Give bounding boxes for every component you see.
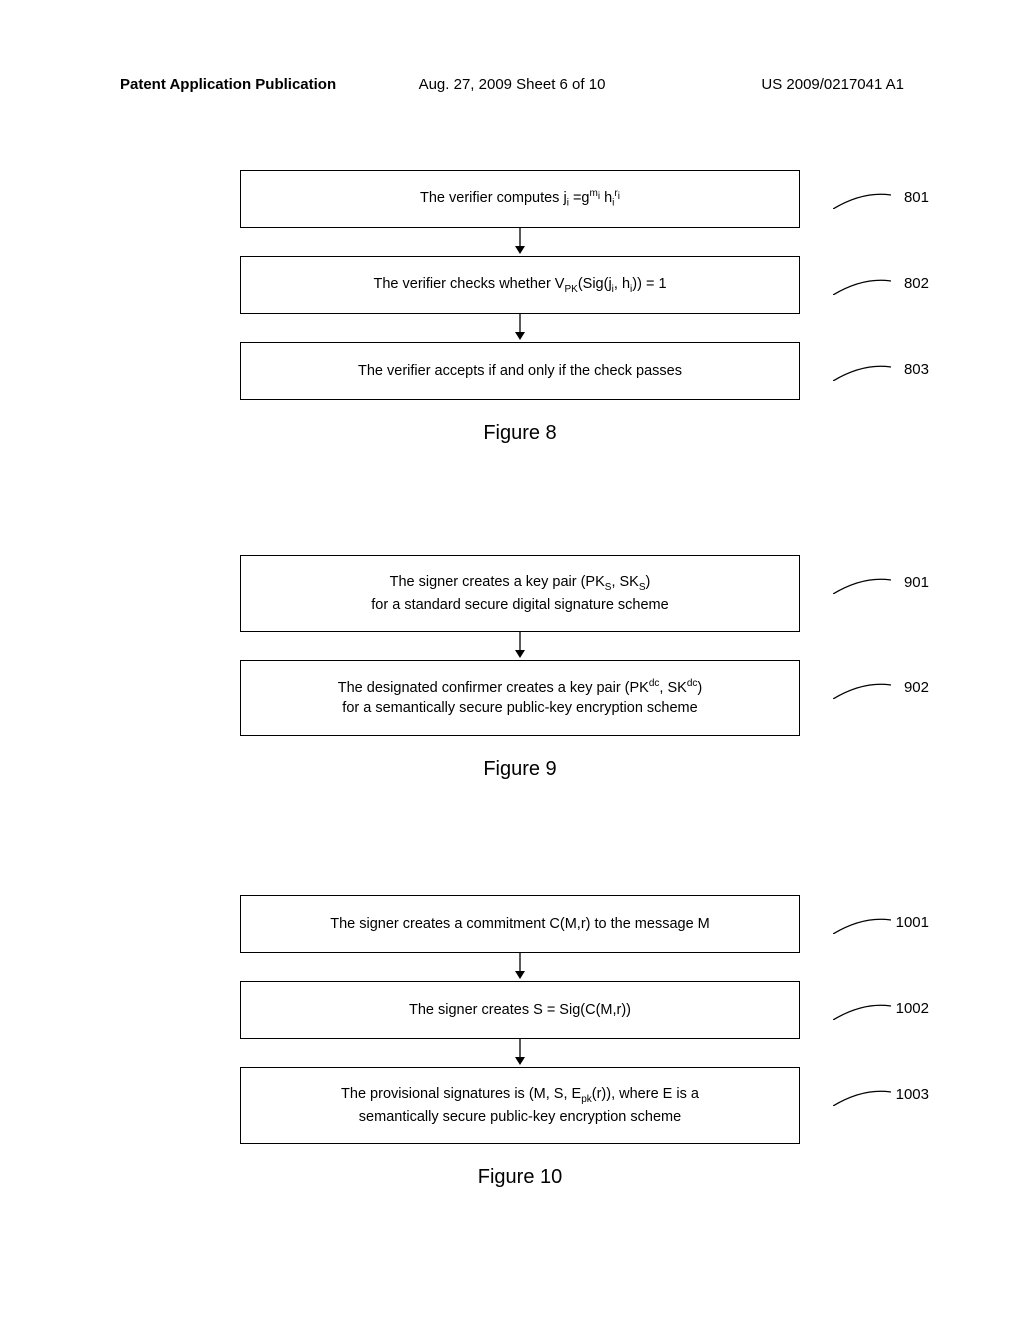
box-number: 1002 xyxy=(896,998,929,1019)
box-text: The signer creates a commitment C(M,r) t… xyxy=(330,914,710,934)
leader-line xyxy=(833,916,891,934)
leader-line xyxy=(833,191,891,209)
arrow-down xyxy=(240,314,800,342)
box-number: 901 xyxy=(904,572,929,593)
flow-box-1001: The signer creates a commitment C(M,r) t… xyxy=(240,895,800,953)
arrow-down xyxy=(240,1039,800,1067)
figure-caption: Figure 8 xyxy=(240,422,800,445)
page-header: Patent Application Publication Aug. 27, … xyxy=(0,76,1024,93)
box-text: The verifier checks whether VPK(Sig(ji, … xyxy=(373,274,666,297)
leader-line xyxy=(833,1088,891,1106)
figure-10: The signer creates a commitment C(M,r) t… xyxy=(240,895,800,1189)
box-text: The verifier computes ji =gmi hiri xyxy=(420,187,620,211)
box-number: 803 xyxy=(904,359,929,380)
box-text: The provisional signatures is (M, S, Epk… xyxy=(341,1084,699,1127)
box-text: The designated confirmer creates a key p… xyxy=(338,677,702,718)
header-center: Aug. 27, 2009 Sheet 6 of 10 xyxy=(419,76,606,93)
box-number: 902 xyxy=(904,677,929,698)
header-right: US 2009/0217041 A1 xyxy=(761,76,904,93)
leader-line xyxy=(833,576,891,594)
figure-caption: Figure 9 xyxy=(240,758,800,781)
flow-box-1002: The signer creates S = Sig(C(M,r)) 1002 xyxy=(240,981,800,1039)
flow-box-803: The verifier accepts if and only if the … xyxy=(240,342,800,400)
flow-box-801: The verifier computes ji =gmi hiri 801 xyxy=(240,170,800,228)
box-text: The verifier accepts if and only if the … xyxy=(358,361,682,381)
leader-line xyxy=(833,277,891,295)
box-number: 1001 xyxy=(896,912,929,933)
box-text: The signer creates a key pair (PKS, SKS)… xyxy=(371,572,668,615)
box-number: 801 xyxy=(904,187,929,208)
figure-9: The signer creates a key pair (PKS, SKS)… xyxy=(240,555,800,781)
leader-line xyxy=(833,1002,891,1020)
arrow-down xyxy=(240,953,800,981)
leader-line xyxy=(833,363,891,381)
box-number: 802 xyxy=(904,273,929,294)
flow-box-802: The verifier checks whether VPK(Sig(ji, … xyxy=(240,256,800,314)
flow-box-901: The signer creates a key pair (PKS, SKS)… xyxy=(240,555,800,632)
arrow-down xyxy=(240,228,800,256)
leader-line xyxy=(833,681,891,699)
flow-box-1003: The provisional signatures is (M, S, Epk… xyxy=(240,1067,800,1144)
box-number: 1003 xyxy=(896,1084,929,1105)
figure-caption: Figure 10 xyxy=(240,1166,800,1189)
flow-box-902: The designated confirmer creates a key p… xyxy=(240,660,800,735)
header-left: Patent Application Publication xyxy=(120,76,336,93)
figure-8: The verifier computes ji =gmi hiri 801 T… xyxy=(240,170,800,445)
arrow-down xyxy=(240,632,800,660)
box-text: The signer creates S = Sig(C(M,r)) xyxy=(409,1000,631,1020)
